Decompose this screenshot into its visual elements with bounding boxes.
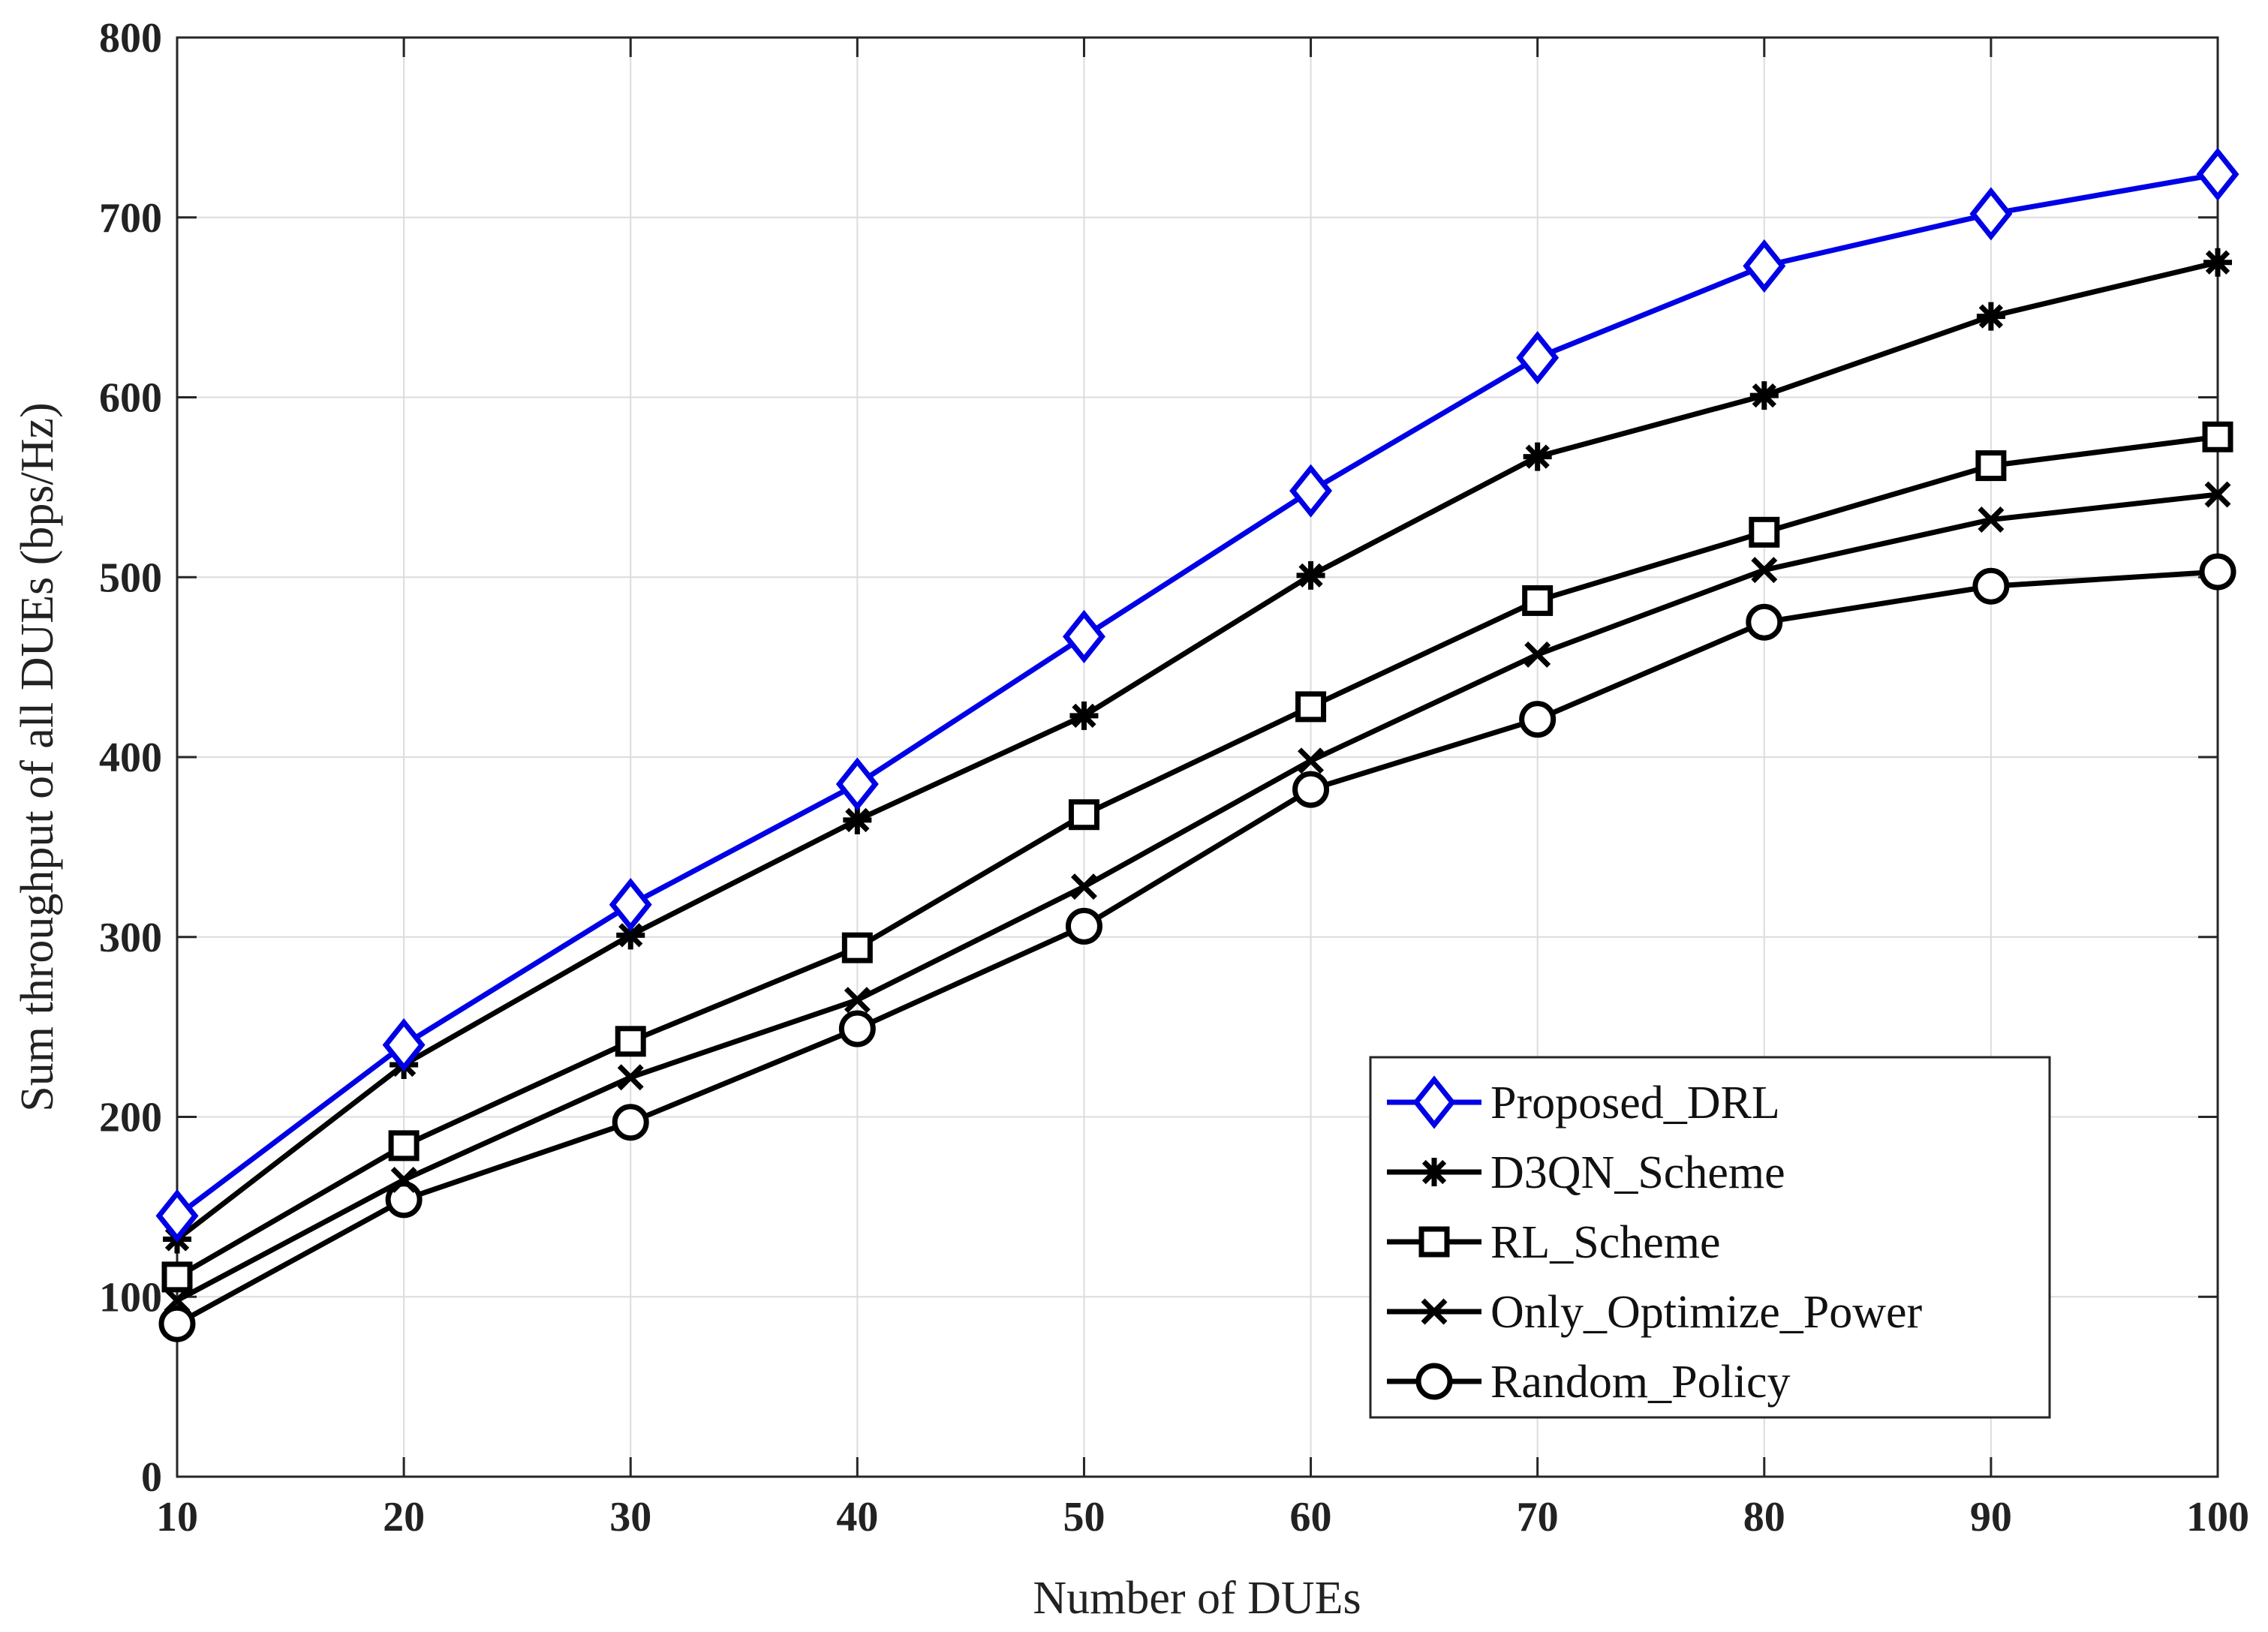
legend-label: Random_Policy bbox=[1490, 1357, 1791, 1408]
data-point bbox=[2204, 481, 2231, 508]
data-point bbox=[616, 921, 645, 950]
legend-label: Proposed_DRL bbox=[1490, 1077, 1780, 1129]
data-point bbox=[155, 1189, 199, 1243]
data-point bbox=[1068, 799, 1099, 831]
series-line bbox=[176, 491, 2218, 1303]
legend-item: Proposed_DRL bbox=[1387, 1075, 1780, 1129]
data-point bbox=[1975, 450, 2007, 482]
series-line bbox=[175, 171, 2218, 1219]
data-point bbox=[612, 1104, 649, 1141]
y-tick-label: 0 bbox=[141, 1454, 162, 1501]
data-point bbox=[615, 1026, 646, 1057]
y-tick-label: 400 bbox=[99, 735, 162, 781]
legend-marker bbox=[1418, 1226, 1450, 1258]
legend-label: D3QN_Scheme bbox=[1490, 1147, 1785, 1198]
data-point bbox=[1296, 561, 1325, 590]
data-point bbox=[1298, 747, 1325, 774]
y-tick-label: 300 bbox=[99, 915, 162, 961]
legend-item: D3QN_Scheme bbox=[1387, 1147, 1785, 1198]
data-point bbox=[158, 1305, 196, 1342]
data-point bbox=[1519, 701, 1557, 738]
data-point bbox=[164, 1287, 191, 1314]
data-point bbox=[617, 1064, 644, 1091]
y-tick-label: 100 bbox=[99, 1274, 162, 1321]
series-proposed-drl bbox=[155, 147, 2239, 1243]
legend-marker bbox=[1421, 1298, 1448, 1325]
x-axis-label: Number of DUEs bbox=[1033, 1573, 1361, 1624]
data-point bbox=[844, 987, 871, 1014]
data-point bbox=[1070, 873, 1097, 900]
series-rl-scheme bbox=[161, 421, 2233, 1293]
series-line bbox=[176, 434, 2218, 1279]
data-point bbox=[1749, 516, 1780, 548]
legend-label: Only_Optimize_Power bbox=[1490, 1287, 1922, 1338]
series-line bbox=[175, 260, 2218, 1242]
legend-item: Random_Policy bbox=[1387, 1357, 1791, 1408]
legend-item: RL_Scheme bbox=[1387, 1217, 1721, 1268]
y-tick-label: 800 bbox=[99, 15, 162, 62]
axis-ticks: 10 20 30 40 50 60 70 80 90 100 0 100 200 300 400 500 600… bbox=[99, 15, 2249, 1540]
data-point bbox=[1978, 506, 2005, 533]
data-point bbox=[841, 932, 873, 963]
data-point bbox=[1976, 302, 2005, 331]
data-point bbox=[835, 757, 879, 811]
legend-marker bbox=[1415, 1363, 1453, 1400]
data-point bbox=[1749, 381, 1779, 410]
data-point bbox=[161, 1261, 193, 1293]
data-point bbox=[1289, 464, 1333, 518]
x-tick-label: 50 bbox=[1063, 1494, 1105, 1540]
y-tick-label: 600 bbox=[99, 375, 162, 422]
data-point bbox=[2196, 147, 2239, 201]
data-point bbox=[2202, 421, 2233, 452]
data-point bbox=[843, 805, 872, 834]
x-tick-label: 20 bbox=[383, 1494, 425, 1540]
x-tick-label: 70 bbox=[1517, 1494, 1559, 1540]
data-point bbox=[382, 1017, 426, 1072]
data-point bbox=[390, 1166, 417, 1193]
y-axis-label: Sum throughput of all DUEs (bps/Hz) bbox=[12, 402, 63, 1111]
data-point bbox=[1065, 907, 1102, 945]
data-point bbox=[2199, 553, 2236, 591]
data-point bbox=[1743, 239, 1786, 293]
data-point bbox=[838, 1010, 876, 1047]
data-point bbox=[1062, 609, 1105, 663]
series-line bbox=[176, 569, 2218, 1327]
data-point bbox=[1522, 585, 1554, 616]
data-point bbox=[1516, 331, 1560, 385]
y-tick-label: 700 bbox=[99, 195, 162, 242]
data-point bbox=[1972, 567, 2010, 605]
data-point bbox=[2203, 248, 2232, 277]
series-group bbox=[155, 147, 2239, 1342]
data-point bbox=[609, 877, 652, 932]
x-tick-label: 30 bbox=[609, 1494, 651, 1540]
legend-item: Only_Optimize_Power bbox=[1387, 1287, 1922, 1338]
legend-marker bbox=[1412, 1075, 1456, 1129]
y-tick-label: 200 bbox=[99, 1095, 162, 1141]
legend-label: RL_Scheme bbox=[1490, 1217, 1721, 1268]
data-point bbox=[1295, 691, 1327, 723]
legend: Proposed_DRL D3QN_Scheme RL_Scheme Only_Opt… bbox=[1369, 1056, 2051, 1419]
data-point bbox=[1751, 557, 1778, 584]
data-point bbox=[1292, 771, 1330, 808]
x-tick-label: 80 bbox=[1743, 1494, 1785, 1540]
legend-marker bbox=[1420, 1158, 1448, 1186]
data-point bbox=[1746, 603, 1783, 641]
series-d3qn-scheme bbox=[163, 248, 2232, 1254]
data-point bbox=[1969, 187, 2013, 241]
x-tick-label: 40 bbox=[836, 1494, 878, 1540]
x-tick-label: 100 bbox=[2186, 1494, 2249, 1540]
data-point bbox=[385, 1181, 423, 1219]
series-random-policy bbox=[158, 553, 2236, 1342]
x-tick-label: 90 bbox=[1970, 1494, 2012, 1540]
legend-box bbox=[1369, 1056, 2051, 1419]
x-tick-label: 60 bbox=[1290, 1494, 1332, 1540]
data-point bbox=[1524, 641, 1551, 668]
x-tick-label: 10 bbox=[156, 1494, 198, 1540]
data-point bbox=[1069, 701, 1099, 730]
data-point bbox=[388, 1130, 420, 1162]
y-tick-label: 500 bbox=[99, 555, 162, 601]
data-point bbox=[1523, 442, 1552, 471]
series-only-optimize-power bbox=[164, 481, 2231, 1314]
